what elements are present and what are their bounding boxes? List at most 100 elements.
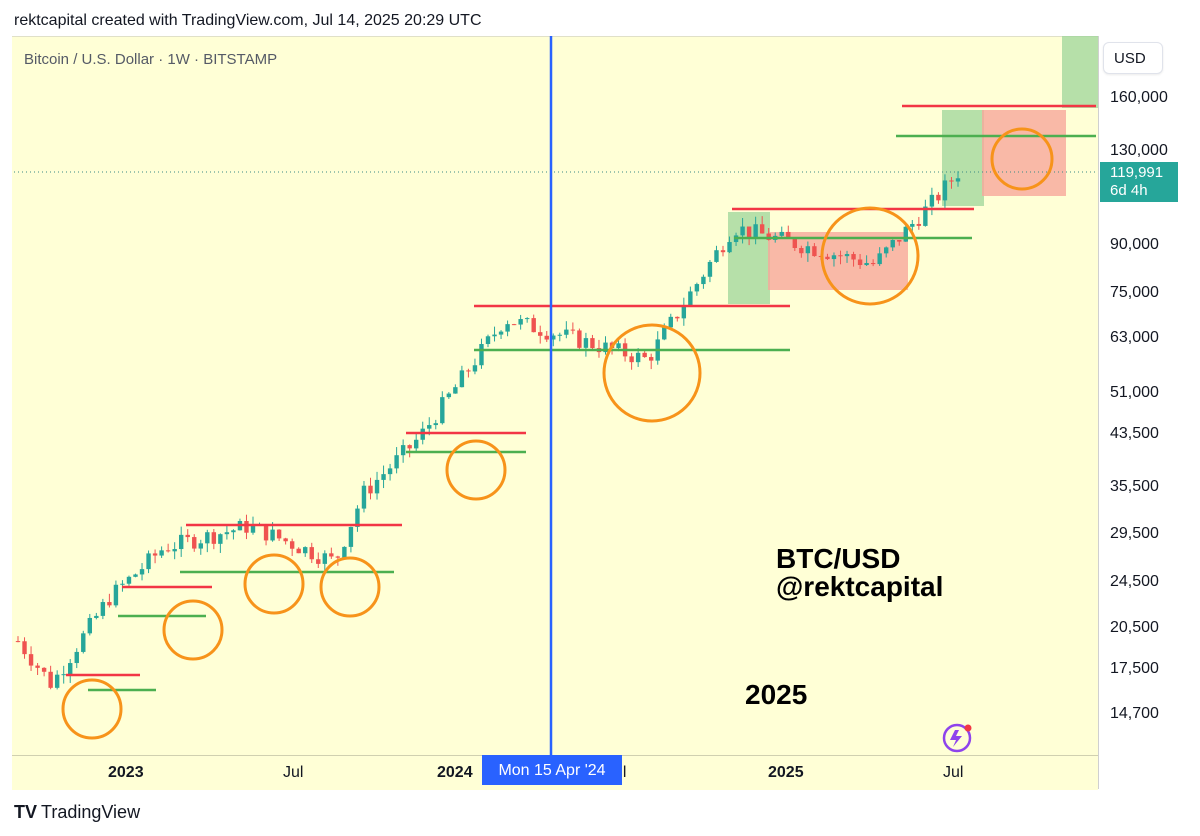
- candle-up: [753, 224, 758, 238]
- candle-up: [348, 526, 354, 547]
- candle-up: [564, 329, 569, 335]
- candle-down: [407, 445, 412, 449]
- candle-down: [283, 538, 288, 542]
- candle-up: [701, 276, 706, 285]
- highlight-circle: [820, 206, 920, 306]
- candle-down: [35, 665, 40, 668]
- candle-up: [518, 319, 523, 325]
- candle-up: [485, 336, 491, 345]
- candle-down: [936, 194, 941, 201]
- y-tick-label: 20,500: [1110, 619, 1159, 636]
- y-tick-label: 160,000: [1110, 89, 1168, 106]
- highlight-circle: [445, 439, 507, 501]
- candle-up: [955, 178, 961, 182]
- date-marker-label: Mon 15 Apr '24: [482, 755, 622, 785]
- candle-up: [505, 324, 510, 332]
- candle-up: [413, 439, 419, 449]
- candle-up: [688, 291, 693, 307]
- highlight-circles: [61, 127, 1054, 740]
- candle-up: [172, 549, 177, 552]
- currency-button[interactable]: USD: [1103, 42, 1163, 74]
- candle-up: [910, 223, 915, 227]
- candle-up: [61, 674, 66, 676]
- highlight-circle: [162, 599, 224, 661]
- bull-zone: [1062, 36, 1098, 108]
- candle-up: [394, 455, 399, 469]
- bull-zone: [942, 110, 984, 206]
- candle-down: [642, 352, 647, 358]
- last-price-value: 119,991: [1110, 164, 1164, 181]
- candle-down: [511, 324, 517, 326]
- candle-up: [883, 247, 889, 254]
- candle-up: [113, 584, 119, 606]
- candle-down: [949, 180, 954, 182]
- candle-up: [303, 547, 308, 554]
- candle-up: [877, 253, 882, 265]
- candle-up: [557, 334, 563, 336]
- candle-down: [28, 654, 34, 666]
- candle-up: [54, 674, 60, 688]
- candle-up: [453, 387, 458, 394]
- tradingview-brand[interactable]: TV TradingView: [14, 802, 140, 823]
- candle-up: [381, 474, 386, 480]
- candle-up: [133, 574, 138, 577]
- candle-up: [603, 342, 608, 353]
- candle-down: [15, 641, 21, 643]
- candle-down: [825, 256, 830, 260]
- candle-up: [178, 534, 184, 550]
- candle-down: [41, 667, 47, 672]
- candle-down: [897, 239, 902, 242]
- price-axis[interactable]: [1098, 36, 1200, 789]
- bar-countdown: 6d 4h: [1110, 182, 1148, 199]
- candle-up: [844, 254, 850, 257]
- bear-zone: [768, 232, 908, 290]
- candle-up: [146, 553, 151, 570]
- candle-up: [74, 651, 79, 664]
- highlight-circle: [602, 323, 702, 423]
- candle-down: [544, 335, 549, 340]
- x-tick-label: 2024: [437, 764, 473, 781]
- candle-down: [838, 255, 843, 257]
- candle-up: [68, 663, 73, 675]
- candle-down: [107, 602, 112, 606]
- candle-down: [675, 316, 680, 319]
- candle-down: [368, 485, 373, 494]
- created-with-header: rektcapital created with TradingView.com…: [14, 12, 482, 29]
- candle-down: [629, 356, 634, 363]
- candle-up: [864, 263, 869, 266]
- candle-up: [198, 543, 203, 549]
- candle-up: [740, 226, 745, 236]
- candle-up: [551, 335, 556, 340]
- candle-up: [492, 334, 497, 337]
- candle-down: [316, 559, 321, 564]
- candles-group: [15, 171, 961, 690]
- candle-down: [812, 246, 817, 257]
- tradingview-logo-icon: TV: [14, 802, 38, 822]
- candle-down: [531, 318, 536, 333]
- candle-up: [433, 423, 438, 426]
- candle-down: [185, 534, 190, 538]
- candle-down: [786, 231, 791, 239]
- candle-up: [374, 479, 380, 494]
- overlay-author: @rektcapital: [776, 571, 944, 602]
- chart-pane[interactable]: [12, 36, 1098, 790]
- candle-down: [309, 547, 314, 560]
- candle-up: [100, 602, 106, 616]
- bear-zone: [982, 110, 1066, 196]
- candle-up: [459, 370, 465, 388]
- candle-up: [472, 365, 478, 372]
- resistance-lines: [66, 104, 1096, 677]
- candle-up: [831, 255, 837, 260]
- candle-up: [583, 338, 589, 348]
- candle-up: [322, 553, 328, 564]
- candle-down: [870, 263, 876, 265]
- candle-down: [22, 641, 27, 655]
- candle-up: [126, 576, 132, 584]
- candle-up: [681, 306, 687, 319]
- candle-up: [361, 485, 367, 509]
- candle-up: [427, 425, 432, 429]
- candle-down: [296, 548, 301, 554]
- candle-down: [211, 532, 217, 544]
- candle-down: [577, 330, 582, 348]
